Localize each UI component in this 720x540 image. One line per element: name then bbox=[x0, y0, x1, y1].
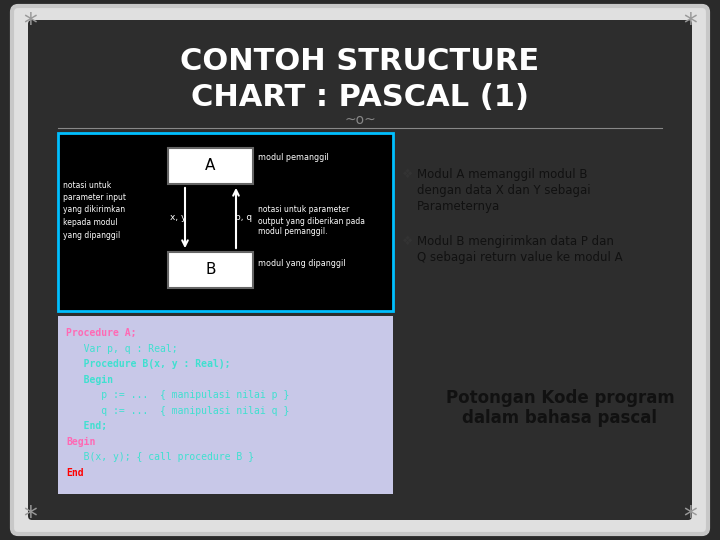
Text: dengan data X dan Y sebagai: dengan data X dan Y sebagai bbox=[417, 184, 590, 197]
Text: dalam bahasa pascal: dalam bahasa pascal bbox=[462, 409, 657, 427]
Text: p, q: p, q bbox=[235, 213, 253, 222]
FancyBboxPatch shape bbox=[58, 316, 393, 494]
Text: notasi untuk parameter: notasi untuk parameter bbox=[258, 206, 349, 214]
Text: q := ...  { manipulasi nilai q }: q := ... { manipulasi nilai q } bbox=[66, 406, 289, 415]
Text: *: * bbox=[23, 11, 37, 39]
Text: x, y: x, y bbox=[170, 213, 186, 222]
Text: Q sebagai return value ke modul A: Q sebagai return value ke modul A bbox=[417, 251, 623, 264]
FancyBboxPatch shape bbox=[168, 252, 253, 288]
Text: CHART : PASCAL (1): CHART : PASCAL (1) bbox=[191, 84, 529, 112]
Text: Potongan Kode program: Potongan Kode program bbox=[446, 389, 675, 407]
Text: modul pemanggil: modul pemanggil bbox=[258, 153, 329, 163]
Text: ❖: ❖ bbox=[402, 235, 413, 248]
FancyBboxPatch shape bbox=[168, 148, 253, 184]
Text: Begin: Begin bbox=[66, 375, 113, 384]
Text: CONTOH STRUCTURE: CONTOH STRUCTURE bbox=[181, 48, 539, 77]
Text: *: * bbox=[683, 504, 697, 532]
Text: B(x, y); { call procedure B }: B(x, y); { call procedure B } bbox=[66, 452, 254, 462]
Text: p := ...  { manipulasi nilai p }: p := ... { manipulasi nilai p } bbox=[66, 390, 289, 400]
Text: Var p, q : Real;: Var p, q : Real; bbox=[66, 343, 178, 354]
Text: Procedure A;: Procedure A; bbox=[66, 328, 137, 338]
FancyBboxPatch shape bbox=[58, 133, 393, 311]
Text: End: End bbox=[66, 468, 84, 477]
Text: output yang diberikan pada: output yang diberikan pada bbox=[258, 217, 365, 226]
Text: *: * bbox=[23, 504, 37, 532]
Text: Modul A memanggil modul B: Modul A memanggil modul B bbox=[417, 168, 588, 181]
Text: Procedure B(x, y : Real);: Procedure B(x, y : Real); bbox=[66, 359, 230, 369]
FancyBboxPatch shape bbox=[12, 6, 708, 534]
Text: *: * bbox=[683, 11, 697, 39]
Text: Modul B mengirimkan data P dan: Modul B mengirimkan data P dan bbox=[417, 235, 614, 248]
Text: ❖: ❖ bbox=[402, 168, 413, 181]
FancyBboxPatch shape bbox=[28, 20, 692, 520]
Text: B: B bbox=[205, 262, 216, 278]
Text: Parameternya: Parameternya bbox=[417, 200, 500, 213]
Text: ~o~: ~o~ bbox=[344, 113, 376, 127]
Text: modul pemanggil.: modul pemanggil. bbox=[258, 227, 328, 237]
Text: End;: End; bbox=[66, 421, 107, 431]
Text: Begin: Begin bbox=[66, 436, 95, 447]
Text: notasi untuk
parameter input
yang dikirimkan
kepada modul
yang dipanggil: notasi untuk parameter input yang dikiri… bbox=[63, 180, 126, 240]
Text: A: A bbox=[205, 159, 216, 173]
Text: modul yang dipanggil: modul yang dipanggil bbox=[258, 259, 346, 267]
